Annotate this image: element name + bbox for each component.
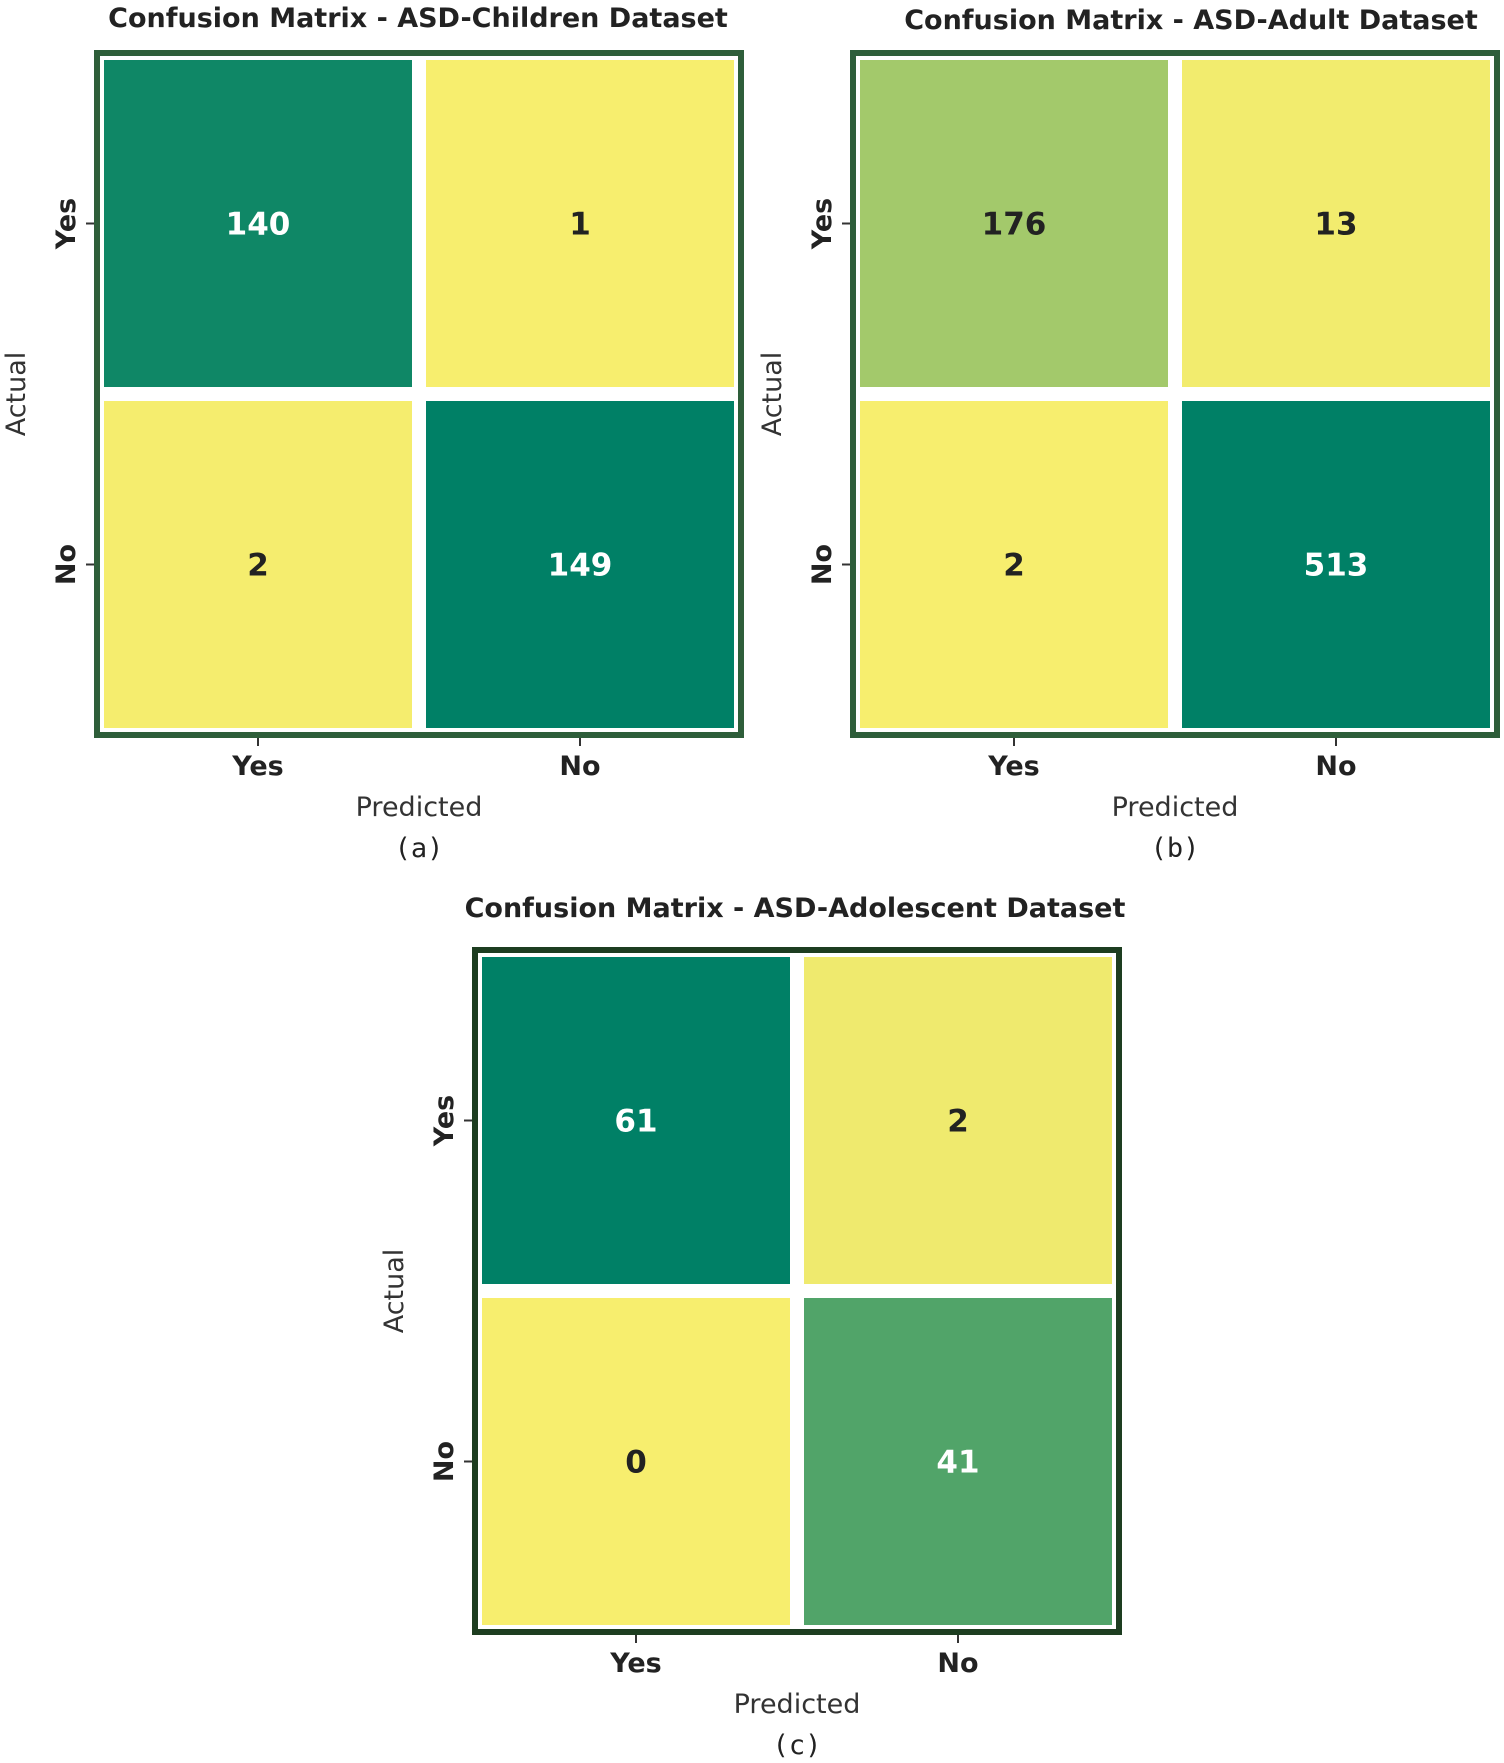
x-axis-label: Predicted: [356, 792, 483, 823]
x-tick-label: No: [1315, 751, 1356, 782]
x-tick-label: Yes: [609, 1648, 661, 1679]
cell-value-label: 2: [947, 1104, 969, 1140]
subfigure-caption: (c): [773, 1730, 822, 1761]
matrix-border: [94, 50, 744, 738]
cell-value-label: 513: [1304, 548, 1369, 584]
x-tick-label: No: [559, 751, 600, 782]
cell-value-label: 176: [982, 207, 1047, 243]
y-tick-label: No: [51, 544, 82, 585]
confusion-matrix-2: Confusion Matrix - ASD-Adult Dataset 176 1…: [757, 5, 1504, 864]
cell-value-label: 0: [625, 1445, 647, 1481]
heatmap-cell: [1168, 387, 1504, 742]
y-tick-label: Yes: [429, 1095, 460, 1147]
y-axis-label: Actual: [757, 352, 788, 437]
y-tick-label: No: [429, 1441, 460, 1482]
x-tick-label: No: [937, 1648, 978, 1679]
y-axis-label: Actual: [1, 352, 32, 437]
y-tick-label: Yes: [807, 198, 838, 250]
cell-value-label: 149: [548, 548, 613, 584]
chart-title: Confusion Matrix - ASD-Children Dataset: [108, 3, 728, 34]
confusion-matrix-1: Confusion Matrix - ASD-Children Dataset 1…: [1, 3, 748, 864]
cell-value-label: 61: [614, 1104, 657, 1140]
y-tick-label: No: [807, 544, 838, 585]
subfigure-caption: (b): [1151, 833, 1200, 864]
heatmap-cell: [790, 1284, 1126, 1639]
cell-value-label: 13: [1314, 207, 1357, 243]
y-axis-label: Actual: [379, 1249, 410, 1334]
cell-value-label: 2: [247, 548, 269, 584]
chart-title: Confusion Matrix - ASD-Adolescent Datase…: [465, 893, 1126, 924]
chart-title: Confusion Matrix - ASD-Adult Dataset: [904, 5, 1478, 36]
cell-value-label: 41: [936, 1445, 979, 1481]
x-axis-label: Predicted: [1112, 792, 1239, 823]
confusion-matrix-3: Confusion Matrix - ASD-Adolescent Datase…: [379, 893, 1126, 1761]
matrix-border: [850, 50, 1500, 738]
cell-value-label: 1: [569, 207, 591, 243]
x-tick-label: Yes: [231, 751, 283, 782]
x-tick-label: Yes: [987, 751, 1039, 782]
subfigure-caption: (a): [395, 833, 444, 864]
matrix-border: [472, 947, 1122, 1635]
x-axis-label: Predicted: [734, 1689, 861, 1720]
y-tick-label: Yes: [51, 198, 82, 250]
cell-value-label: 140: [226, 207, 291, 243]
cell-value-label: 2: [1003, 548, 1025, 584]
